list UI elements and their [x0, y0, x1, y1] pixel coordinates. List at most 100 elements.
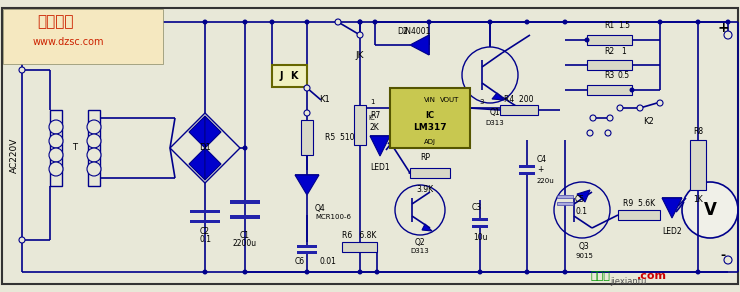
Text: VIN: VIN — [424, 97, 436, 103]
Bar — [301, 120, 313, 155]
Bar — [272, 65, 307, 87]
Text: C4: C4 — [537, 156, 547, 164]
Circle shape — [562, 270, 568, 274]
Circle shape — [462, 47, 518, 103]
Bar — [390, 88, 470, 148]
Polygon shape — [189, 116, 205, 148]
Circle shape — [269, 20, 275, 25]
Text: 3: 3 — [480, 99, 484, 105]
Text: D313: D313 — [411, 248, 429, 254]
Circle shape — [19, 237, 25, 243]
Text: R4  200: R4 200 — [504, 95, 534, 103]
Polygon shape — [492, 93, 504, 100]
Text: C2: C2 — [200, 227, 210, 237]
Text: D1: D1 — [199, 143, 211, 152]
Text: RP: RP — [420, 154, 430, 163]
Circle shape — [357, 20, 363, 25]
Polygon shape — [662, 198, 682, 218]
Bar — [297, 245, 317, 248]
Circle shape — [525, 270, 530, 274]
Bar — [472, 225, 488, 228]
Circle shape — [304, 270, 309, 274]
Text: R3: R3 — [604, 72, 614, 81]
Text: -: - — [721, 248, 725, 262]
Circle shape — [203, 20, 207, 25]
Bar — [519, 172, 535, 175]
Circle shape — [49, 162, 63, 176]
Text: 1: 1 — [622, 46, 626, 55]
Circle shape — [617, 105, 623, 111]
Bar — [587, 85, 632, 95]
Text: 1K: 1K — [693, 196, 703, 204]
Bar — [519, 165, 535, 168]
Text: R9  5.6K: R9 5.6K — [623, 199, 655, 208]
Circle shape — [243, 145, 247, 150]
Bar — [297, 251, 317, 254]
Polygon shape — [205, 116, 221, 148]
Text: VOUT: VOUT — [440, 97, 460, 103]
Circle shape — [357, 20, 363, 25]
Text: +: + — [717, 21, 729, 35]
Circle shape — [696, 20, 701, 25]
Text: 维库一卡: 维库一卡 — [37, 15, 73, 29]
Text: IC: IC — [369, 115, 375, 121]
Text: 0.5: 0.5 — [618, 72, 630, 81]
Circle shape — [335, 19, 341, 25]
Text: 220u: 220u — [537, 178, 555, 184]
Circle shape — [49, 148, 63, 162]
Text: 0.01: 0.01 — [319, 258, 336, 267]
Circle shape — [554, 182, 610, 238]
Polygon shape — [370, 136, 390, 156]
Text: 接线图: 接线图 — [590, 271, 610, 281]
Text: LED2: LED2 — [662, 227, 682, 237]
Circle shape — [590, 115, 596, 121]
Circle shape — [87, 148, 101, 162]
Polygon shape — [295, 175, 319, 195]
Polygon shape — [205, 148, 221, 180]
Text: C6: C6 — [295, 258, 305, 267]
Text: jiexiantu: jiexiantu — [610, 277, 646, 286]
Text: www.dzsc.com: www.dzsc.com — [33, 37, 104, 47]
Circle shape — [630, 88, 634, 93]
Circle shape — [203, 270, 207, 274]
Text: R2: R2 — [604, 46, 614, 55]
Text: .com: .com — [637, 271, 667, 281]
Text: JK: JK — [356, 51, 364, 60]
Circle shape — [19, 67, 25, 73]
Circle shape — [525, 20, 530, 25]
Text: AC220V: AC220V — [10, 137, 18, 173]
Circle shape — [605, 130, 611, 136]
Bar — [50, 110, 62, 186]
Text: C1: C1 — [240, 230, 250, 239]
Text: 0.1: 0.1 — [199, 236, 211, 244]
Circle shape — [372, 20, 377, 25]
Circle shape — [477, 270, 482, 274]
Text: 1: 1 — [370, 99, 374, 105]
Text: +: + — [537, 166, 543, 175]
Text: LED1: LED1 — [370, 164, 390, 173]
Bar — [690, 140, 706, 190]
Circle shape — [657, 100, 663, 106]
Text: Q3: Q3 — [579, 241, 589, 251]
Bar — [587, 60, 632, 70]
Circle shape — [87, 162, 101, 176]
Text: MCR100-6: MCR100-6 — [315, 214, 351, 220]
Bar — [190, 220, 220, 223]
Bar — [410, 168, 450, 178]
Text: 1.5: 1.5 — [618, 22, 630, 30]
Circle shape — [724, 256, 732, 264]
Bar — [500, 105, 538, 115]
Circle shape — [585, 37, 590, 43]
Text: R1: R1 — [604, 22, 614, 30]
Circle shape — [488, 20, 493, 25]
Circle shape — [426, 20, 431, 25]
Bar — [230, 215, 260, 219]
Text: Q1: Q1 — [490, 109, 500, 117]
Circle shape — [357, 32, 363, 38]
Text: R6   6.8K: R6 6.8K — [342, 232, 376, 241]
Bar — [342, 242, 377, 252]
Text: IC: IC — [425, 112, 434, 121]
Circle shape — [374, 270, 380, 274]
Circle shape — [658, 20, 662, 25]
Circle shape — [357, 270, 363, 274]
